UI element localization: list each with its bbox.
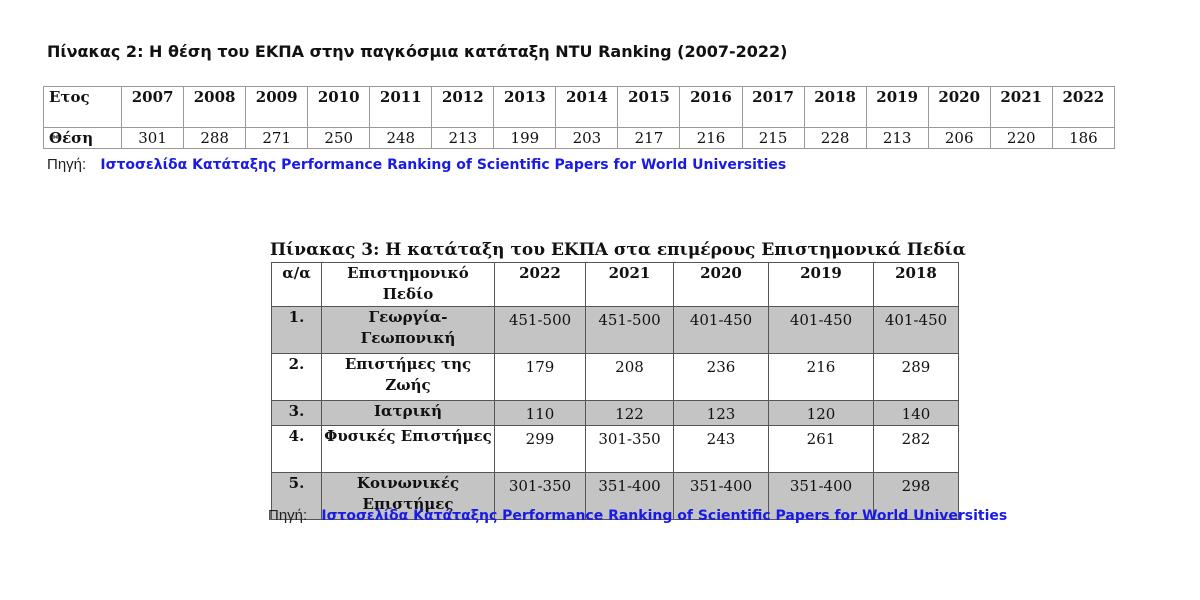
table3-source: Πηγή: Ιστοσελίδα Κατάταξης Performance R…	[268, 507, 1007, 524]
table-row: 4. Φυσικές Επιστήμες 299 301-350 243 261…	[271, 425, 959, 473]
row-value: 140	[873, 400, 959, 426]
row-number: 4.	[271, 425, 322, 473]
rank-cell: 248	[369, 127, 433, 149]
table-row: 2. Επιστήμες της Ζωής 179 208 236 216 28…	[271, 353, 959, 401]
row-value: 401-450	[768, 306, 874, 354]
row-value: 351-400	[673, 472, 769, 520]
rank-cell: 228	[803, 127, 867, 149]
row-value: 401-450	[873, 306, 959, 354]
row-value: 351-400	[585, 472, 674, 520]
rank-cell: 301	[121, 127, 185, 149]
year-header: Ετος	[42, 86, 123, 128]
year-cell: 2011	[369, 86, 433, 128]
row-value: 301-350	[585, 425, 674, 473]
row-value: 179	[494, 353, 586, 401]
table-row: 3. Ιατρική 110 122 123 120 140	[271, 400, 959, 426]
rank-cell: 271	[245, 127, 309, 149]
header-cell-year: 2021	[585, 262, 674, 307]
year-cell: 2013	[493, 86, 557, 128]
rank-cell: 288	[183, 127, 247, 149]
year-cell: 2019	[865, 86, 929, 128]
source-link[interactable]: Ιστοσελίδα Κατάταξης Performance Ranking…	[100, 157, 787, 173]
year-cell: 2015	[617, 86, 681, 128]
rank-cell: 199	[493, 127, 557, 149]
year-cell: 2018	[803, 86, 867, 128]
header-cell-field: Επιστημονικό Πεδίο	[321, 262, 495, 307]
table2-source: Πηγή: Ιστοσελίδα Κατάταξης Performance R…	[47, 156, 786, 173]
header-row: α/α Επιστημονικό Πεδίο 2022 2021 2020 20…	[271, 262, 959, 307]
year-cell: 2021	[989, 86, 1053, 128]
row-value: 236	[673, 353, 769, 401]
row-value: 123	[673, 400, 769, 426]
row-value: 216	[768, 353, 874, 401]
rank-cell: 250	[307, 127, 371, 149]
source-label: Πηγή:	[47, 156, 87, 173]
row-value: 282	[873, 425, 959, 473]
row-number: 3.	[271, 400, 322, 426]
year-cell: 2008	[183, 86, 247, 128]
year-cell: 2022	[1051, 86, 1116, 128]
header-cell-year: 2019	[768, 262, 874, 307]
table3-title: Πίνακας 3: Η κατάταξη του ΕΚΠΑ στα επιμέ…	[270, 240, 966, 260]
rank-cell: 206	[927, 127, 991, 149]
row-value: 299	[494, 425, 586, 473]
rank-cell: 216	[679, 127, 743, 149]
header-cell-year: 2020	[673, 262, 769, 307]
rank-cell: 213	[865, 127, 929, 149]
row-number: 2.	[271, 353, 322, 401]
header-cell-aa: α/α	[271, 262, 322, 307]
row-value: 451-500	[585, 306, 674, 354]
table-row: 1. Γεωργία-Γεωπονική 451-500 451-500 401…	[271, 306, 959, 354]
row-value: 451-500	[494, 306, 586, 354]
ranks-row: Θέση 301 288 271 250 248 213 199 203 217…	[42, 127, 1116, 149]
row-value: 261	[768, 425, 874, 473]
year-cell: 2009	[245, 86, 309, 128]
year-cell: 2014	[555, 86, 619, 128]
source-label: Πηγή:	[268, 507, 308, 524]
row-value: 298	[873, 472, 959, 520]
row-field: Φυσικές Επιστήμες	[321, 425, 495, 473]
year-cell: 2020	[927, 86, 991, 128]
row-number: 1.	[271, 306, 322, 354]
row-value: 351-400	[768, 472, 874, 520]
source-link[interactable]: Ιστοσελίδα Κατάταξης Performance Ranking…	[321, 508, 1008, 524]
row-value: 120	[768, 400, 874, 426]
years-row: Ετος 2007 2008 2009 2010 2011 2012 2013 …	[42, 86, 1116, 128]
rank-cell: 203	[555, 127, 619, 149]
table2-title: Πίνακας 2: Η θέση του ΕΚΠΑ στην παγκόσμι…	[47, 42, 788, 61]
row-field: Ιατρική	[321, 400, 495, 426]
rank-header: Θέση	[42, 127, 123, 149]
fields-ranking-table: α/α Επιστημονικό Πεδίο 2022 2021 2020 20…	[271, 262, 959, 520]
header-cell-year: 2018	[873, 262, 959, 307]
rank-cell: 217	[617, 127, 681, 149]
row-field: Επιστήμες της Ζωής	[321, 353, 495, 401]
row-value: 110	[494, 400, 586, 426]
row-value: 208	[585, 353, 674, 401]
row-value: 401-450	[673, 306, 769, 354]
row-field: Γεωργία-Γεωπονική	[321, 306, 495, 354]
row-number: 5.	[271, 472, 322, 520]
row-value: 243	[673, 425, 769, 473]
year-cell: 2017	[741, 86, 805, 128]
rank-cell: 220	[989, 127, 1053, 149]
rank-cell: 213	[431, 127, 495, 149]
year-cell: 2012	[431, 86, 495, 128]
row-value: 289	[873, 353, 959, 401]
rank-cell: 186	[1051, 127, 1116, 149]
year-cell: 2007	[121, 86, 185, 128]
row-value: 122	[585, 400, 674, 426]
year-cell: 2010	[307, 86, 371, 128]
row-value: 301-350	[494, 472, 586, 520]
table-row: 5. Κοινωνικές Επιστήμες 301-350 351-400 …	[271, 472, 959, 520]
rank-cell: 215	[741, 127, 805, 149]
year-cell: 2016	[679, 86, 743, 128]
header-cell-year: 2022	[494, 262, 586, 307]
ntu-ranking-table: Ετος 2007 2008 2009 2010 2011 2012 2013 …	[42, 86, 1116, 149]
